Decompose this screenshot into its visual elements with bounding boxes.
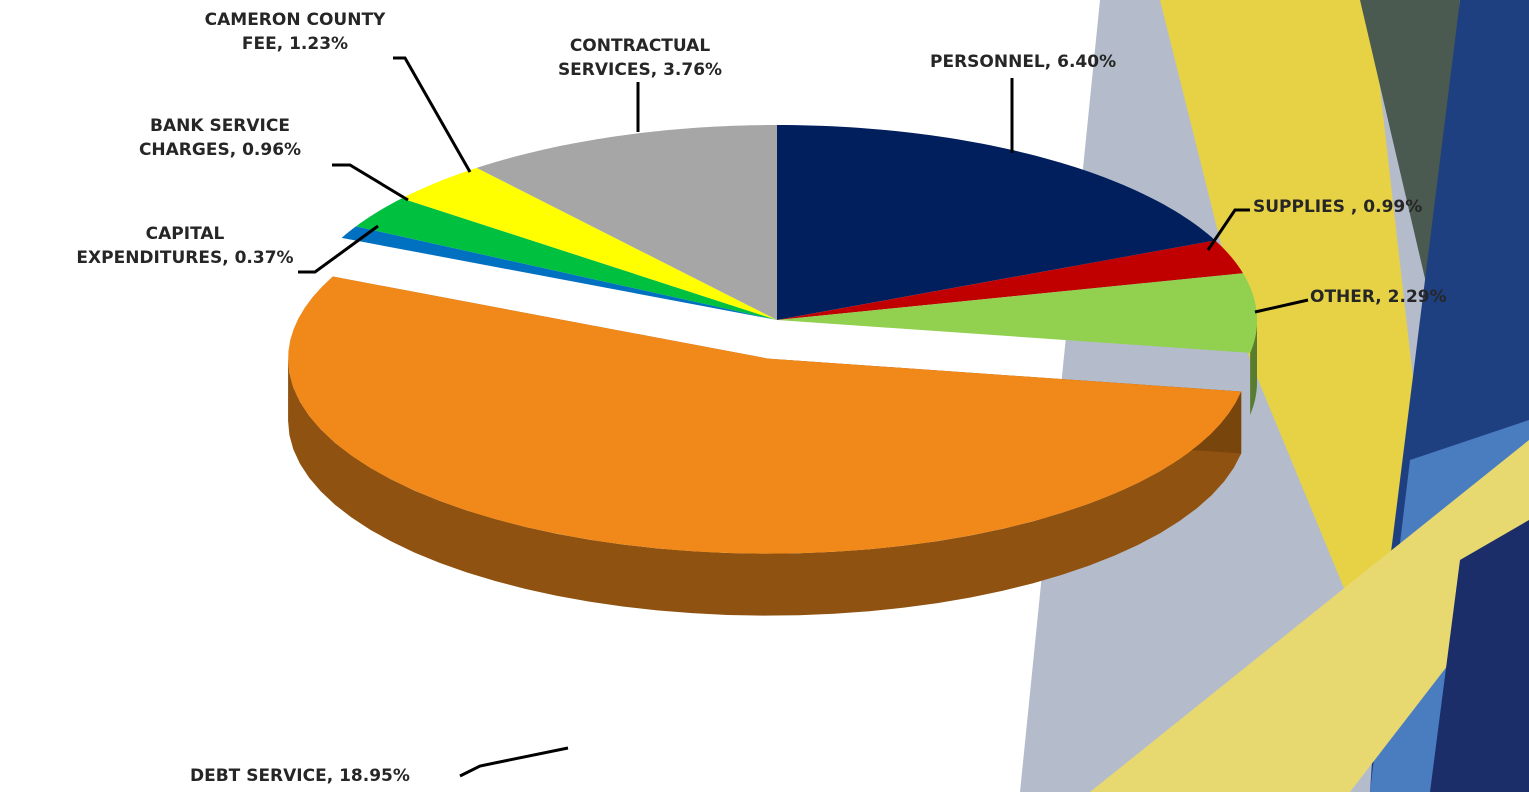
data-label: BANK SERVICE CHARGES, 0.96% [138, 116, 302, 160]
data-label: OTHER, 2.29% [1310, 287, 1447, 307]
leader-line [1206, 208, 1250, 251]
data-label: CAMERON COUNTY FEE, 1.23% [204, 10, 386, 54]
pie-slice [401, 167, 777, 320]
deco-yellow [1160, 0, 1420, 700]
pie-slice [777, 240, 1243, 320]
pie-slice [777, 273, 1257, 353]
leader-line [459, 746, 569, 778]
data-label: PERSONNEL, 6.40% [930, 52, 1117, 72]
deco-yellow2 [1090, 440, 1529, 792]
slice-side [1250, 320, 1257, 415]
slice [288, 276, 1242, 616]
data-label: CONTRACTUAL SERVICES, 3.76% [557, 36, 723, 80]
leader-line [298, 224, 379, 274]
leader-line [1254, 298, 1309, 314]
pie-slice [341, 226, 777, 320]
slice [777, 125, 1216, 320]
deco-navy [1430, 520, 1529, 792]
slice-side [288, 358, 1242, 616]
pie-slice [777, 125, 1216, 320]
pie-slice [476, 125, 777, 320]
slice [401, 167, 777, 320]
slice [476, 125, 777, 320]
slice [777, 273, 1257, 415]
leader-line [393, 56, 472, 173]
pie-slice [356, 198, 777, 320]
data-label: DEBT SERVICE, 18.95% [190, 766, 410, 786]
slice [777, 240, 1243, 320]
leader-lines [298, 56, 1309, 778]
pie-slice [288, 276, 1242, 554]
slice [356, 198, 777, 320]
slice [341, 226, 777, 320]
leader-line [332, 163, 409, 202]
data-label: SUPPLIES , 0.99% [1253, 197, 1423, 217]
data-label: CAPITAL EXPENDITURES, 0.37% [76, 224, 294, 268]
